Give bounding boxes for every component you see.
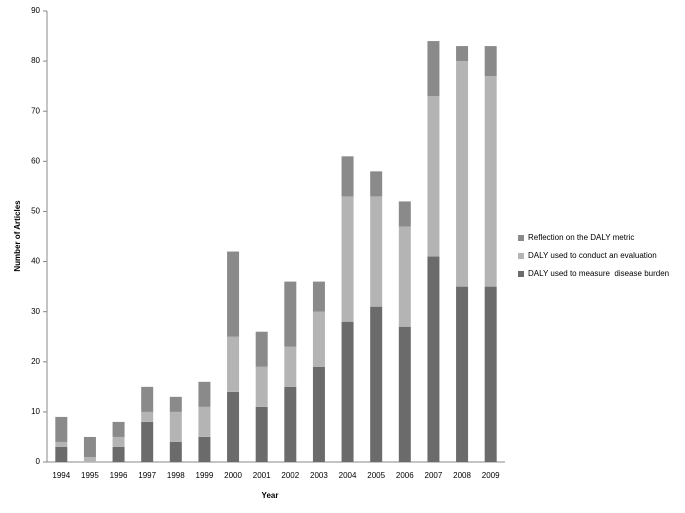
bar-segment <box>83 436 96 457</box>
bar-segment <box>141 421 154 462</box>
x-tick-label: 2003 <box>310 471 328 480</box>
legend-label: Reflection on the DALY metric <box>528 233 634 242</box>
bar-segment <box>112 421 125 437</box>
bar-segment <box>112 436 125 447</box>
bar-segment <box>427 41 440 97</box>
bar-segment <box>255 366 268 407</box>
bar-segment <box>427 96 440 257</box>
bar-segment <box>398 201 411 227</box>
legend-label: DALY used to measure disease burden <box>528 269 669 278</box>
y-axis-title: Number of Articles <box>13 200 22 272</box>
bar-segment <box>312 311 325 367</box>
x-tick-label: 1996 <box>110 471 128 480</box>
bar-segment <box>284 386 297 462</box>
y-tick-label: 80 <box>31 56 40 65</box>
x-tick-label: 1998 <box>167 471 185 480</box>
x-tick-label: 1994 <box>52 471 70 480</box>
bar-segment <box>198 381 211 407</box>
x-tick-label: 2005 <box>367 471 385 480</box>
bar-segment <box>456 46 469 62</box>
y-tick-label: 30 <box>31 307 40 316</box>
x-tick-label: 1995 <box>81 471 99 480</box>
bar-segment <box>83 456 96 462</box>
y-tick-label: 20 <box>31 357 40 366</box>
bar-segment <box>341 321 354 462</box>
legend-swatch <box>518 271 524 277</box>
bar-segment <box>198 436 211 462</box>
y-tick-label: 50 <box>31 207 40 216</box>
bar-segment <box>227 251 240 337</box>
bar-segment <box>169 411 182 442</box>
legend-label: DALY used to conduct an evaluation <box>528 251 657 260</box>
bar-segment <box>169 396 182 412</box>
y-tick-label: 40 <box>31 257 40 266</box>
bar-segment <box>55 441 68 447</box>
bar-segment <box>141 411 154 422</box>
bar-segment <box>312 366 325 462</box>
x-tick-label: 2008 <box>453 471 471 480</box>
bar-segment <box>484 46 497 77</box>
bar-segment <box>370 306 383 462</box>
bar-segment <box>398 226 411 327</box>
bar-segment <box>370 196 383 307</box>
x-tick-label: 2004 <box>339 471 357 480</box>
bar-segment <box>456 286 469 462</box>
y-tick-label: 70 <box>31 106 40 115</box>
bar-segment <box>284 281 297 347</box>
y-tick-label: 10 <box>31 407 40 416</box>
bar-segment <box>341 196 354 322</box>
bar-segment <box>484 286 497 462</box>
x-tick-label: 2006 <box>396 471 414 480</box>
bar-segment <box>198 406 211 437</box>
y-tick-label: 60 <box>31 156 40 165</box>
x-tick-label: 1999 <box>196 471 214 480</box>
bar-segment <box>341 156 354 197</box>
bar-segment <box>141 386 154 412</box>
y-tick-label: 90 <box>31 6 40 15</box>
bar-segment <box>284 346 297 387</box>
bar-segment <box>112 446 125 462</box>
x-tick-label: 2000 <box>224 471 242 480</box>
bar-segment <box>227 391 240 462</box>
bar-segment <box>255 331 268 367</box>
x-tick-label: 1997 <box>138 471 156 480</box>
x-tick-label: 2001 <box>253 471 271 480</box>
bar-segment <box>427 256 440 462</box>
x-axis-title: Year <box>262 491 279 500</box>
bar-segment <box>255 406 268 462</box>
x-tick-label: 2007 <box>425 471 443 480</box>
bar-segment <box>398 326 411 462</box>
bar-segment <box>169 441 182 462</box>
legend-swatch <box>518 253 524 259</box>
x-tick-label: 2002 <box>281 471 299 480</box>
bar-segment <box>484 76 497 287</box>
bar-segment <box>312 281 325 312</box>
y-tick-label: 0 <box>36 457 41 466</box>
bar-segment <box>55 416 68 442</box>
bar-segment <box>55 446 68 462</box>
legend-swatch <box>518 235 524 241</box>
bar-segment <box>370 171 383 197</box>
bar-segment <box>456 61 469 287</box>
bar-segment <box>227 336 240 392</box>
x-tick-label: 2009 <box>482 471 500 480</box>
